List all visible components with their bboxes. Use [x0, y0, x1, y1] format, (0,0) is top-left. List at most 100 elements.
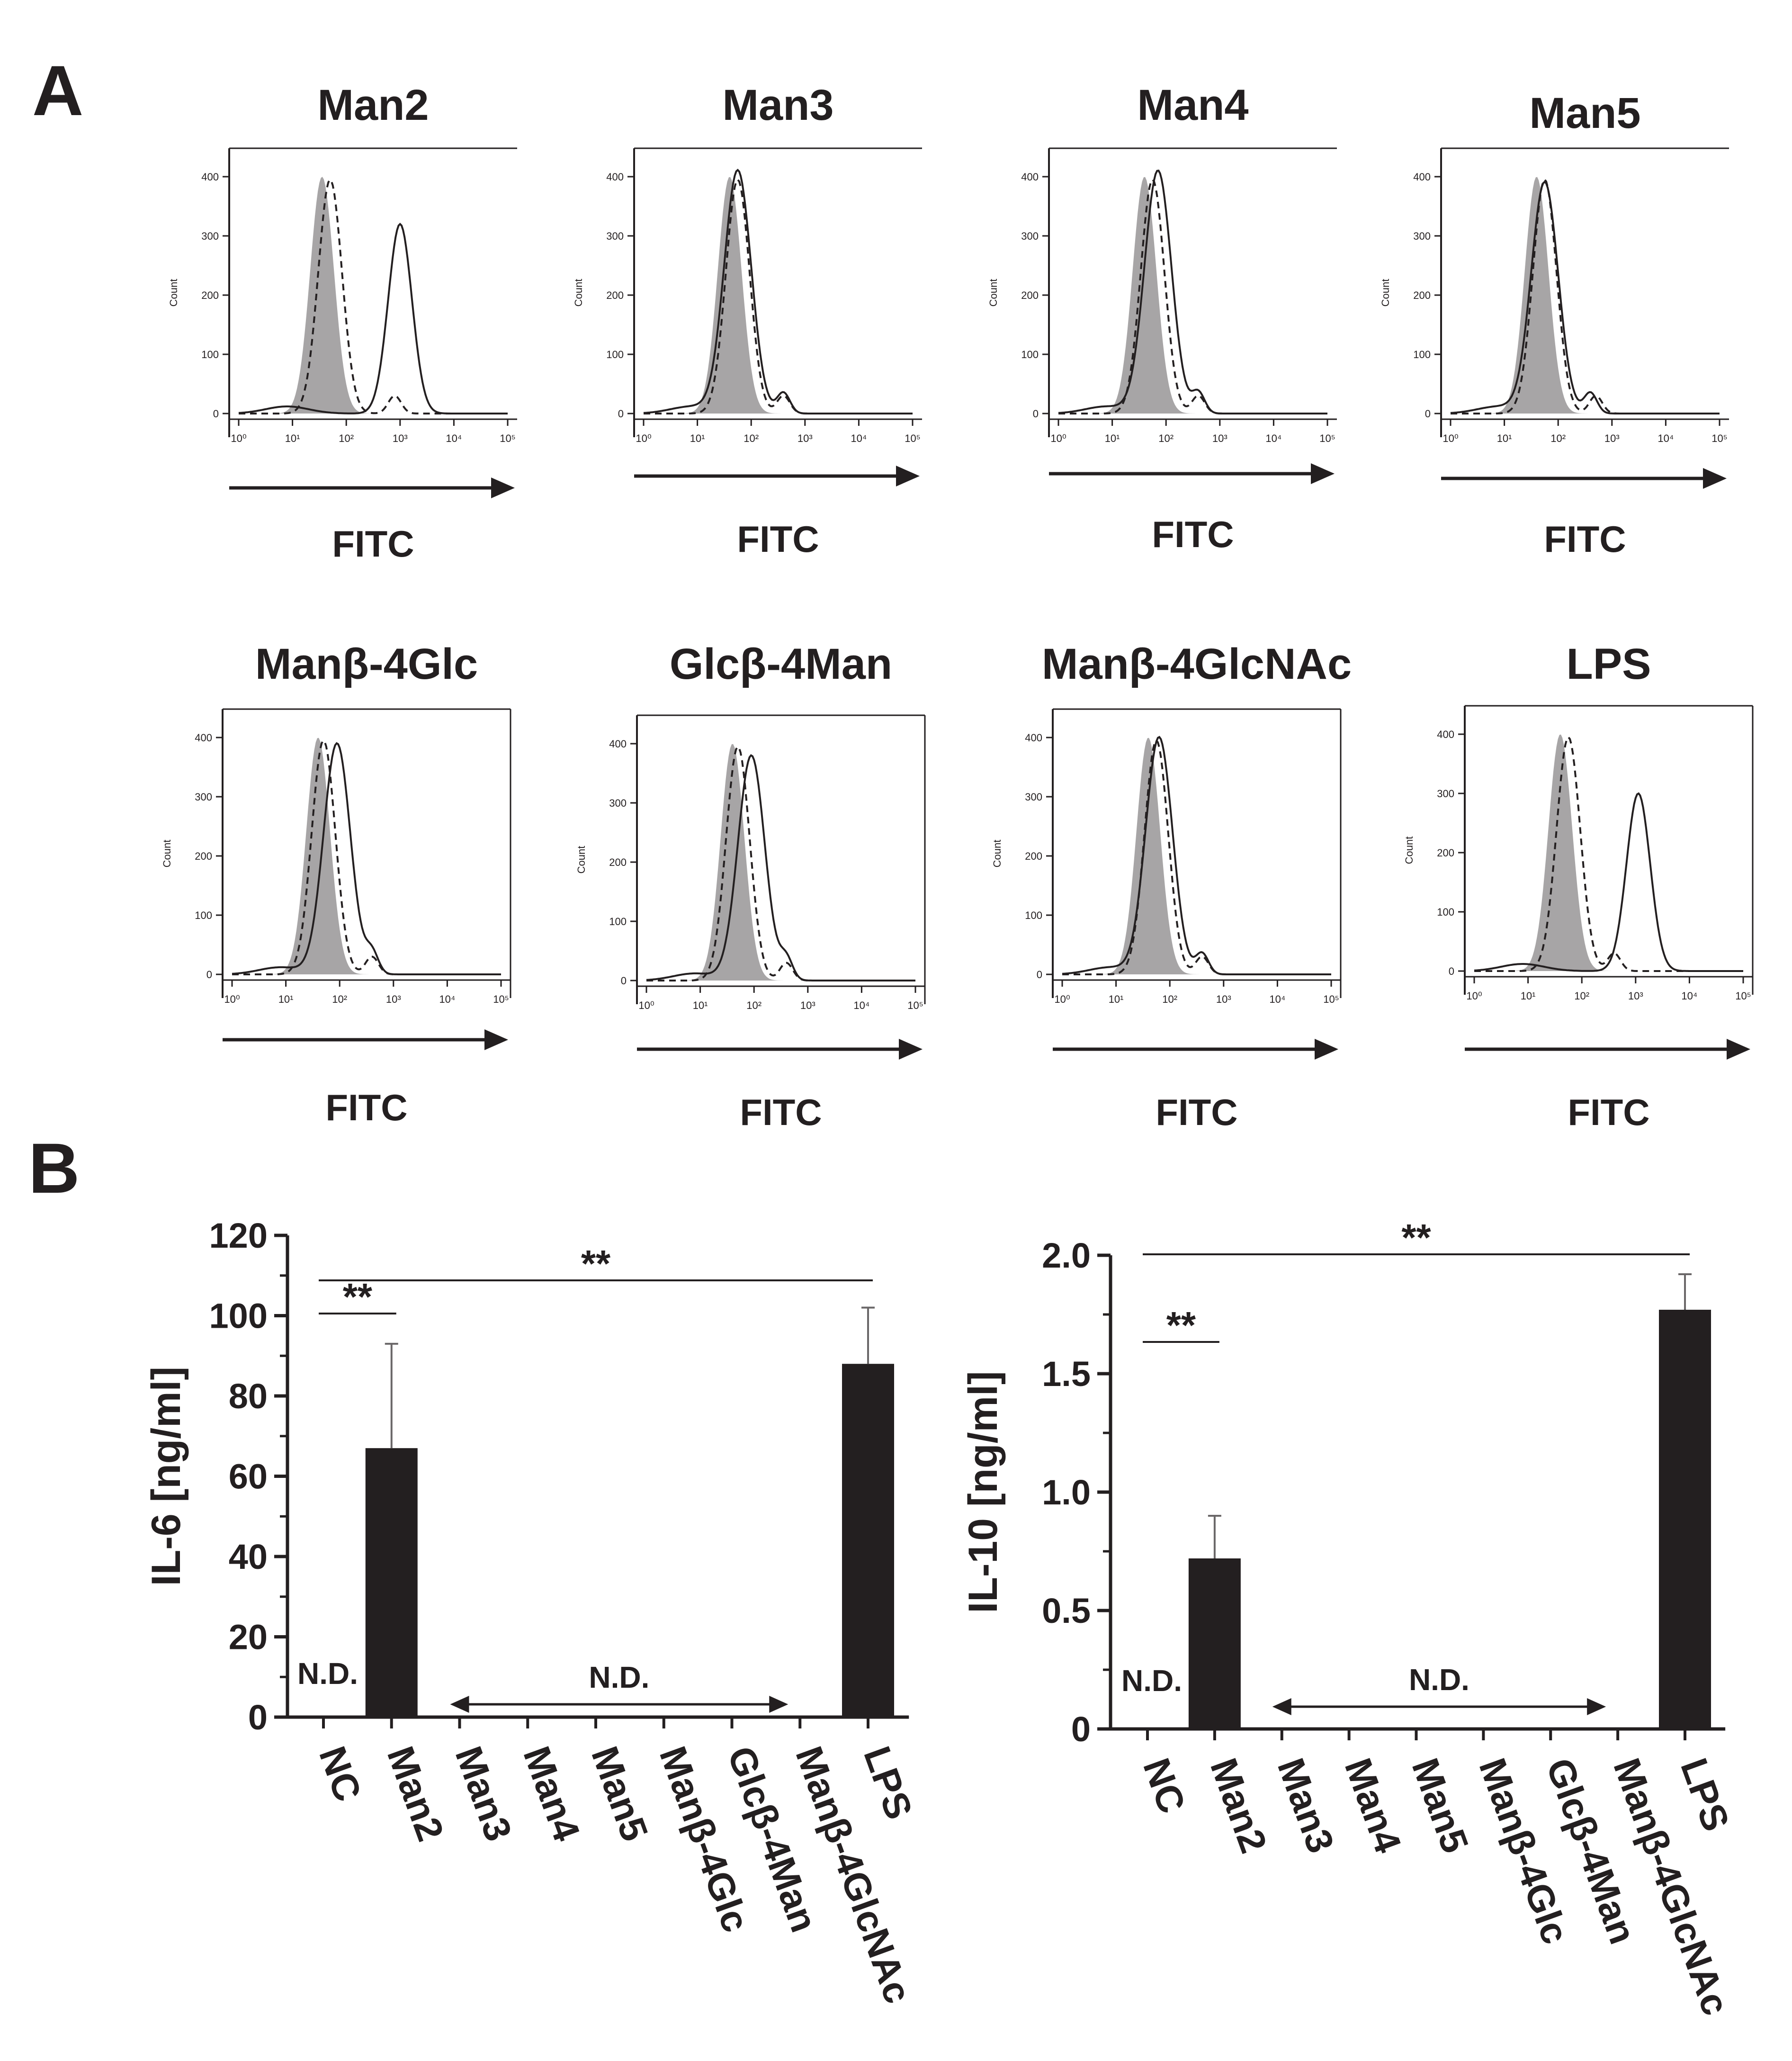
histogram-title: Manβ-4GlcNAc: [1042, 640, 1352, 688]
histogram-y-tick-label: 0: [1037, 969, 1042, 981]
fitc-arrow-head: [1703, 468, 1727, 489]
histogram-x-tick-label: 10⁴: [446, 432, 462, 444]
histogram-dashed-curve: [1062, 738, 1331, 975]
nd-range-arrowhead-left: [1272, 1698, 1291, 1715]
histogram-x-tick-label: 10¹: [278, 993, 294, 1005]
bar-x-tick-label: LPS: [1673, 1753, 1738, 1836]
histogram-x-tick-label: 10⁴: [853, 999, 869, 1011]
histogram-y-tick-label: 100: [606, 349, 624, 360]
bar-x-tick-label: Man4: [1337, 1753, 1410, 1858]
histogram-y-tick-label: 300: [201, 230, 219, 242]
histogram-x-tick-label: 10²: [1162, 993, 1177, 1005]
histogram-y-axis-label: Count: [991, 840, 1003, 868]
bar-y-axis-label: IL-10 [ng/ml]: [960, 1371, 1006, 1613]
histogram-y-tick-label: 400: [1025, 732, 1042, 744]
histogram-title: Glcβ-4Man: [670, 640, 892, 688]
bar-y-tick-label: 60: [229, 1457, 268, 1496]
bar-x-tick-label: NC: [311, 1741, 369, 1807]
nd-label-nc: N.D.: [1121, 1664, 1182, 1698]
histogram-title: LPS: [1567, 640, 1651, 688]
histogram-title: Manβ-4Glc: [255, 640, 478, 688]
histogram-dashed-curve: [1058, 178, 1327, 414]
histogram-y-axis-label: Count: [987, 279, 999, 307]
histogram-y-axis-label: Count: [1403, 837, 1415, 864]
significance-label-inner: **: [343, 1276, 373, 1318]
histogram-y-tick-label: 400: [201, 171, 219, 183]
histogram-filled-control: [1058, 177, 1327, 414]
histogram-x-tick-label: 10⁴: [1265, 432, 1281, 444]
histogram-x-axis-label: FITC: [1152, 513, 1234, 555]
histogram-plot: Man3 0 100 200 300 400 Count 10⁰ 10¹ 10² 10³ 10⁴ 10⁵…: [573, 81, 922, 560]
histogram-filled-control: [1474, 734, 1743, 971]
histogram-dashed-curve: [239, 178, 508, 414]
fitc-arrow-head: [491, 477, 515, 498]
flow-histogram-grid: Man2 0 100 200 300 400 Count 10⁰ 10¹ 10² 10³ 10⁴ 10⁵…: [161, 81, 1754, 1133]
bar-y-tick-label: 120: [209, 1216, 268, 1255]
bar-x-tick-label: Man5: [1404, 1753, 1477, 1858]
histogram-y-tick-label: 300: [1413, 230, 1431, 242]
histogram-x-axis-label: FITC: [1544, 518, 1626, 560]
histogram-y-axis-label: Count: [161, 840, 173, 868]
histogram-y-axis-label: Count: [573, 279, 584, 307]
histogram-x-tick-label: 10⁰: [1050, 432, 1066, 444]
histogram-dashed-curve: [1474, 735, 1743, 972]
histogram-x-tick-label: 10⁰: [638, 999, 654, 1011]
bar: [365, 1448, 418, 1717]
panel-b-label: B: [28, 1128, 80, 1208]
bar-y-tick-label: 2.0: [1042, 1236, 1091, 1275]
fitc-arrow-head: [1311, 463, 1335, 484]
histogram-filled-control: [239, 177, 508, 414]
histogram-y-tick-label: 200: [609, 856, 627, 868]
histogram-y-tick-label: 0: [206, 969, 212, 981]
histogram-x-tick-label: 10²: [744, 432, 759, 444]
fitc-arrow-head: [484, 1029, 508, 1050]
histogram-x-tick-label: 10⁰: [1443, 432, 1458, 444]
histogram-y-tick-label: 0: [1425, 408, 1431, 420]
histogram-y-tick-label: 400: [609, 738, 627, 750]
bar-y-tick-label: 20: [229, 1618, 268, 1657]
histogram-x-tick-label: 10³: [1212, 432, 1228, 444]
histogram-y-tick-label: 200: [1413, 289, 1431, 301]
histogram-y-tick-label: 100: [1413, 349, 1431, 360]
histogram-x-tick-label: 10⁰: [1054, 993, 1070, 1005]
histogram-y-tick-label: 400: [195, 732, 212, 744]
histogram-x-tick-label: 10²: [1574, 990, 1589, 1002]
histogram-x-tick-label: 10⁰: [224, 993, 240, 1005]
significance-label-inner: **: [1166, 1304, 1196, 1346]
histogram-x-tick-label: 10¹: [1497, 432, 1512, 444]
fitc-arrow-head: [896, 466, 920, 486]
histogram-x-tick-label: 10²: [1158, 432, 1174, 444]
significance-label-outer: **: [1401, 1216, 1431, 1259]
histogram-x-axis-label: FITC: [1156, 1091, 1237, 1133]
histogram-y-tick-label: 300: [1021, 230, 1039, 242]
bar-y-tick-label: 1.5: [1042, 1354, 1091, 1394]
nd-label-nc: N.D.: [297, 1656, 358, 1691]
histogram-x-tick-label: 10¹: [693, 999, 708, 1011]
histogram-x-tick-label: 10⁴: [1658, 432, 1674, 444]
histogram-x-axis-label: FITC: [325, 1087, 407, 1128]
histogram-x-tick-label: 10⁰: [231, 432, 246, 444]
nd-label-range: N.D.: [589, 1660, 649, 1694]
bar-y-tick-label: 0: [248, 1698, 268, 1737]
bar-x-tick-label: Man5: [583, 1741, 656, 1846]
histogram-x-tick-label: 10⁴: [1681, 990, 1697, 1002]
histogram-y-tick-label: 0: [1033, 408, 1039, 420]
bar-y-tick-label: 40: [229, 1537, 268, 1576]
histogram-solid-curve: [1474, 792, 1743, 972]
histogram-y-tick-label: 300: [1025, 791, 1042, 803]
histogram-y-tick-label: 200: [606, 289, 624, 301]
bar: [842, 1364, 894, 1717]
histogram-y-tick-label: 100: [1025, 909, 1042, 921]
nd-range-arrowhead-right: [1587, 1698, 1606, 1715]
nd-range-arrowhead-left: [450, 1696, 469, 1713]
histogram-x-tick-label: 10⁵: [1711, 432, 1728, 444]
histogram-x-tick-label: 10³: [1628, 990, 1643, 1002]
histogram-y-tick-label: 300: [1437, 788, 1454, 800]
histogram-y-tick-label: 100: [195, 909, 212, 921]
histogram-y-tick-label: 200: [195, 850, 212, 862]
histogram-y-axis-label: Count: [1380, 279, 1391, 307]
histogram-title: Man4: [1137, 81, 1248, 129]
histogram-y-axis-label: Count: [575, 846, 587, 874]
histogram-x-tick-label: 10²: [332, 993, 347, 1005]
